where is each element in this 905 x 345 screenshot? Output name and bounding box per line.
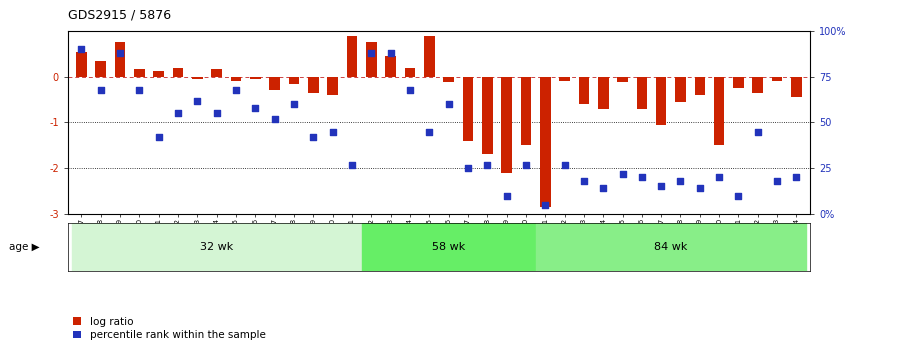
Bar <box>772 77 783 81</box>
Bar <box>71 223 362 271</box>
Bar <box>115 42 126 77</box>
Point <box>229 87 243 92</box>
Point <box>673 178 688 184</box>
Bar <box>656 77 666 125</box>
Point <box>403 87 417 92</box>
Bar <box>386 56 395 77</box>
Point <box>712 175 727 180</box>
Bar <box>231 77 242 81</box>
Bar <box>212 69 222 77</box>
Bar <box>153 71 164 77</box>
Bar <box>733 77 744 88</box>
Bar <box>270 77 280 90</box>
Point <box>267 116 281 121</box>
Point <box>345 162 359 167</box>
Point <box>364 50 378 56</box>
Bar <box>308 77 319 93</box>
Point <box>171 111 186 116</box>
Point <box>770 178 785 184</box>
Point <box>306 134 320 140</box>
Bar <box>617 77 628 82</box>
Bar <box>675 77 686 102</box>
Point <box>500 193 514 198</box>
Point <box>789 175 804 180</box>
Bar <box>714 77 725 145</box>
Text: 84 wk: 84 wk <box>654 242 688 252</box>
Point <box>750 129 765 135</box>
Bar <box>578 77 589 104</box>
Point <box>113 50 128 56</box>
Bar <box>366 42 376 77</box>
Bar <box>536 223 806 271</box>
Bar <box>443 77 454 82</box>
Point <box>576 178 591 184</box>
Point <box>248 105 262 111</box>
Point <box>615 171 630 176</box>
Point <box>209 111 224 116</box>
Bar <box>347 36 357 77</box>
Point <box>731 193 746 198</box>
Point <box>384 50 398 56</box>
Bar <box>540 77 550 207</box>
Bar <box>250 77 261 79</box>
Point <box>287 101 301 107</box>
Point <box>557 162 572 167</box>
Point <box>74 47 89 52</box>
Text: age ▶: age ▶ <box>9 242 40 252</box>
Text: GDS2915 / 5876: GDS2915 / 5876 <box>68 9 171 22</box>
Bar <box>501 77 512 173</box>
Point <box>93 87 108 92</box>
Point <box>596 186 611 191</box>
Bar <box>192 77 203 79</box>
Bar <box>405 68 415 77</box>
Point <box>538 202 552 208</box>
Point <box>654 184 669 189</box>
Point <box>519 162 533 167</box>
Bar <box>134 69 145 77</box>
Bar <box>76 52 87 77</box>
Legend: log ratio, percentile rank within the sample: log ratio, percentile rank within the sa… <box>73 317 266 340</box>
Bar <box>424 36 434 77</box>
Point <box>692 186 707 191</box>
Point <box>480 162 494 167</box>
Point <box>461 166 475 171</box>
Point <box>190 98 205 103</box>
Point <box>151 134 166 140</box>
Bar <box>362 223 536 271</box>
Bar <box>173 68 184 77</box>
Bar <box>328 77 338 95</box>
Bar <box>636 77 647 109</box>
Text: 58 wk: 58 wk <box>432 242 465 252</box>
Bar <box>520 77 531 145</box>
Point <box>422 129 436 135</box>
Bar <box>482 77 492 155</box>
Point <box>634 175 649 180</box>
Point <box>326 129 340 135</box>
Bar <box>462 77 473 141</box>
Bar <box>289 77 300 83</box>
Bar <box>791 77 802 97</box>
Bar <box>95 61 106 77</box>
Bar <box>598 77 608 109</box>
Bar <box>559 77 570 81</box>
Point <box>132 87 147 92</box>
Point <box>442 101 456 107</box>
Text: 32 wk: 32 wk <box>200 242 233 252</box>
Bar <box>694 77 705 95</box>
Bar <box>752 77 763 93</box>
